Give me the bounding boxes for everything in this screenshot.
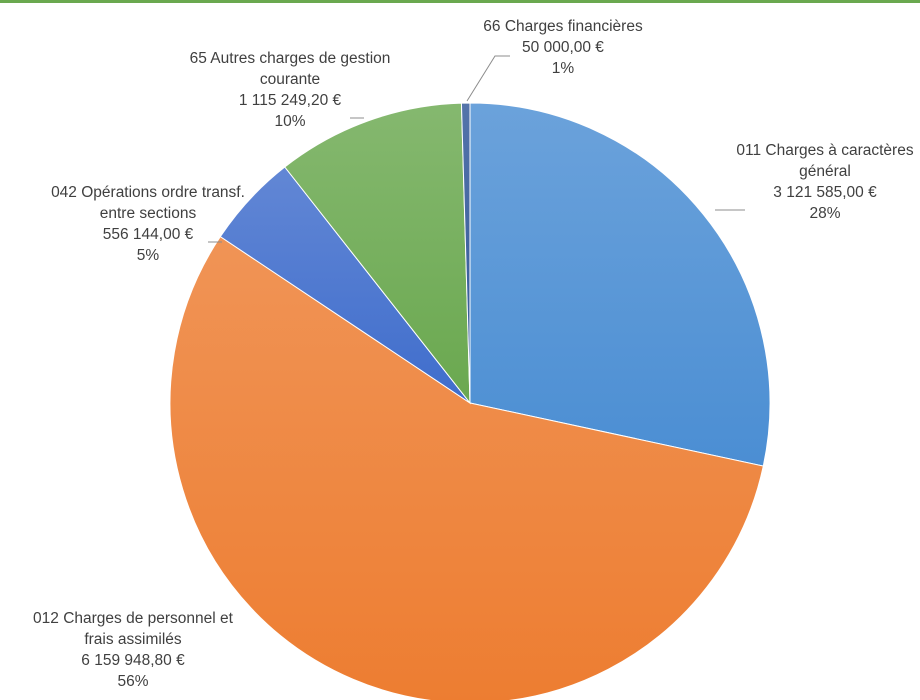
slice-label-line-0: 65 Autres charges de gestion xyxy=(190,50,391,67)
pie-slice-1 xyxy=(169,235,764,700)
slice-data-label-0: 011 Charges à caractères général 3 121 585… xyxy=(736,142,913,222)
slice-label-line-1: général xyxy=(799,163,851,180)
slice-percent-label: 28% xyxy=(809,205,840,222)
slice-label-line-1: courante xyxy=(260,71,320,88)
slice-value-label: 556 144,00 € xyxy=(103,226,194,243)
pie-slice-0 xyxy=(469,102,771,467)
pie-slice-4 xyxy=(460,102,471,404)
slice-data-label-3: 65 Autres charges de gestion courante 1 11… xyxy=(190,50,391,130)
slice-value-label: 6 159 948,80 € xyxy=(81,652,185,669)
slice-percent-label: 1% xyxy=(552,60,575,77)
slice-label-line-1: entre sections xyxy=(100,205,197,222)
slice-percent-label: 5% xyxy=(137,247,160,264)
slice-value-label: 1 115 249,20 € xyxy=(239,92,342,109)
slice-data-label-4: 66 Charges financières 50 000,00 € 1% xyxy=(483,18,643,77)
slice-percent-label: 56% xyxy=(117,673,148,690)
slice-data-label-1: 012 Charges de personnel et frais assimil… xyxy=(33,610,234,690)
slice-label-line-0: 011 Charges à caractères xyxy=(736,142,913,159)
slice-percent-label: 10% xyxy=(274,113,305,130)
slice-label-line-0: 042 Opérations ordre transf. xyxy=(51,184,245,201)
leader-line-4 xyxy=(466,55,510,102)
slice-value-label: 3 121 585,00 € xyxy=(773,184,877,201)
slice-label-line-0: 012 Charges de personnel et xyxy=(33,610,234,627)
slice-value-label: 50 000,00 € xyxy=(522,39,604,56)
top-border-rule xyxy=(0,0,920,3)
pie-slice-3 xyxy=(284,102,471,405)
slice-label-line-1: frais assimilés xyxy=(84,631,182,648)
slice-label-line-0: 66 Charges financières xyxy=(483,18,643,35)
slice-data-label-2: 042 Opérations ordre transf. entre sectio… xyxy=(51,184,245,264)
